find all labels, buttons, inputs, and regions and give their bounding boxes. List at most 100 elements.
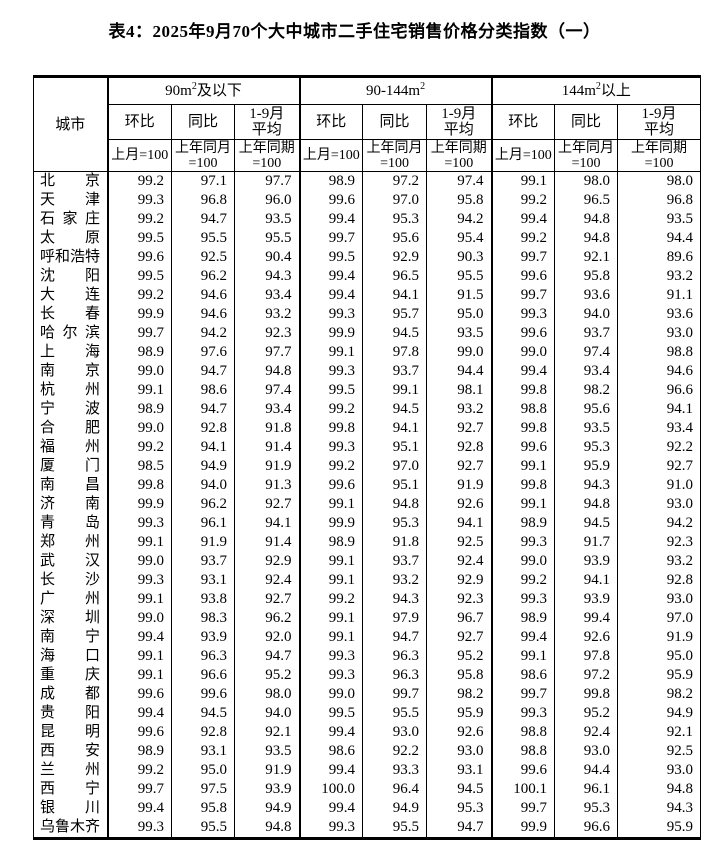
value-cell: 99.4 bbox=[107, 799, 172, 818]
header-base-row: 上月=100 上年同月 =100 上年同期 =100 上月=100 上年同月 =100… bbox=[34, 139, 702, 172]
value-cell: 99.9 bbox=[491, 818, 556, 839]
city-name: 兰州 bbox=[40, 762, 100, 778]
mom-base-header: 上月=100 bbox=[107, 139, 172, 172]
value-cell: 96.1 bbox=[554, 780, 619, 799]
value-cell: 94.7 bbox=[233, 647, 301, 666]
value-cell: 91.9 bbox=[233, 457, 301, 476]
value-cell: 99.2 bbox=[299, 457, 364, 476]
city-name: 合肥 bbox=[40, 420, 100, 436]
value-cell: 99.7 bbox=[491, 248, 556, 267]
value-cell: 98.6 bbox=[171, 381, 235, 400]
value-cell: 95.2 bbox=[554, 704, 619, 723]
value-cell: 99.1 bbox=[491, 171, 556, 191]
value-cell: 92.2 bbox=[362, 742, 428, 761]
city-name: 重庆 bbox=[40, 667, 100, 683]
table-row: 上海 98.9 97.6 97.7 99.1 97.8 99.0 99.0 97… bbox=[33, 343, 702, 362]
table-row: 沈阳 99.5 96.2 94.3 99.4 96.5 95.5 99.6 95… bbox=[33, 267, 702, 286]
city-name: 贵阳 bbox=[40, 705, 100, 721]
group-label: 90m bbox=[165, 83, 192, 99]
value-cell: 99.9 bbox=[107, 305, 172, 324]
value-cell: 99.2 bbox=[299, 400, 364, 419]
value-cell: 99.0 bbox=[491, 552, 556, 571]
value-cell: 97.2 bbox=[554, 666, 619, 685]
value-cell: 98.2 bbox=[554, 381, 619, 400]
value-cell: 99.1 bbox=[491, 457, 556, 476]
value-cell: 99.6 bbox=[491, 761, 556, 780]
value-cell: 99.7 bbox=[299, 229, 364, 248]
value-cell: 94.6 bbox=[171, 305, 235, 324]
value-cell: 95.8 bbox=[426, 191, 493, 210]
value-cell: 93.6 bbox=[617, 305, 702, 324]
value-cell: 91.1 bbox=[617, 286, 702, 305]
value-cell: 94.3 bbox=[617, 799, 702, 818]
value-cell: 99.3 bbox=[299, 818, 364, 839]
value-cell: 96.6 bbox=[554, 818, 619, 839]
value-cell: 93.5 bbox=[554, 419, 619, 438]
value-cell: 93.0 bbox=[554, 742, 619, 761]
value-cell: 93.9 bbox=[554, 552, 619, 571]
mom-header: 环比 bbox=[299, 104, 364, 140]
value-cell: 91.8 bbox=[233, 419, 301, 438]
city-name: 南宁 bbox=[40, 629, 100, 645]
value-cell: 98.6 bbox=[491, 666, 556, 685]
value-cell: 99.3 bbox=[107, 514, 172, 533]
value-cell: 92.8 bbox=[426, 438, 493, 457]
value-cell: 94.8 bbox=[233, 362, 301, 381]
value-cell: 95.1 bbox=[362, 476, 428, 495]
value-cell: 96.2 bbox=[233, 609, 301, 628]
value-cell: 97.9 bbox=[362, 609, 428, 628]
value-cell: 94.3 bbox=[233, 267, 301, 286]
value-cell: 94.2 bbox=[171, 324, 235, 343]
value-cell: 99.7 bbox=[491, 685, 556, 704]
value-cell: 98.9 bbox=[491, 609, 556, 628]
value-cell: 93.4 bbox=[233, 286, 301, 305]
value-cell: 99.3 bbox=[491, 704, 556, 723]
value-cell: 93.1 bbox=[171, 742, 235, 761]
city-name: 深圳 bbox=[40, 610, 100, 626]
table-row: 西安 98.9 93.1 93.5 98.6 92.2 93.0 98.8 93… bbox=[33, 742, 702, 761]
value-cell: 94.1 bbox=[233, 514, 301, 533]
value-cell: 94.9 bbox=[171, 457, 235, 476]
value-cell: 99.2 bbox=[107, 438, 172, 457]
value-cell: 96.2 bbox=[171, 495, 235, 514]
value-cell: 99.2 bbox=[491, 229, 556, 248]
value-cell: 99.2 bbox=[107, 286, 172, 305]
value-cell: 97.1 bbox=[171, 171, 235, 191]
value-cell: 93.4 bbox=[617, 419, 702, 438]
value-cell: 91.0 bbox=[617, 476, 702, 495]
value-cell: 93.0 bbox=[426, 742, 493, 761]
value-cell: 98.3 bbox=[171, 609, 235, 628]
value-cell: 92.8 bbox=[171, 723, 235, 742]
city-name: 郑州 bbox=[40, 534, 100, 550]
city-name: 厦门 bbox=[40, 458, 100, 474]
value-cell: 94.1 bbox=[617, 400, 702, 419]
value-cell: 95.5 bbox=[171, 229, 235, 248]
value-cell: 90.3 bbox=[426, 248, 493, 267]
table-row: 合肥 99.0 92.8 91.8 99.8 94.1 92.7 99.8 93… bbox=[33, 419, 702, 438]
value-cell: 99.2 bbox=[107, 171, 172, 191]
value-cell: 100.1 bbox=[491, 780, 556, 799]
value-cell: 97.0 bbox=[617, 609, 702, 628]
table-body: 北京 99.2 97.1 97.7 98.9 97.2 97.4 99.1 98… bbox=[33, 171, 702, 839]
city-name: 上海 bbox=[40, 344, 100, 360]
group-label: 144m bbox=[561, 83, 596, 99]
value-cell: 99.0 bbox=[426, 343, 493, 362]
value-cell: 95.6 bbox=[554, 400, 619, 419]
mom-base-header: 上月=100 bbox=[299, 139, 364, 172]
value-cell: 94.5 bbox=[362, 400, 428, 419]
group-label-rest: 及以下 bbox=[196, 83, 242, 99]
value-cell: 93.7 bbox=[362, 552, 428, 571]
value-cell: 99.5 bbox=[299, 248, 364, 267]
value-cell: 92.6 bbox=[554, 628, 619, 647]
value-cell: 94.4 bbox=[617, 229, 702, 248]
value-cell: 99.6 bbox=[107, 723, 172, 742]
value-cell: 91.3 bbox=[233, 476, 301, 495]
value-cell: 91.8 bbox=[362, 533, 428, 552]
value-cell: 99.4 bbox=[491, 628, 556, 647]
value-cell: 97.5 bbox=[171, 780, 235, 799]
value-cell: 92.6 bbox=[426, 723, 493, 742]
table-row: 乌鲁木齐 99.3 95.5 94.8 99.3 95.5 94.7 99.9 … bbox=[33, 818, 702, 839]
value-cell: 98.8 bbox=[617, 343, 702, 362]
table-row: 石家庄 99.2 94.7 93.5 99.4 95.3 94.2 99.4 9… bbox=[33, 210, 702, 229]
value-cell: 98.2 bbox=[617, 685, 702, 704]
